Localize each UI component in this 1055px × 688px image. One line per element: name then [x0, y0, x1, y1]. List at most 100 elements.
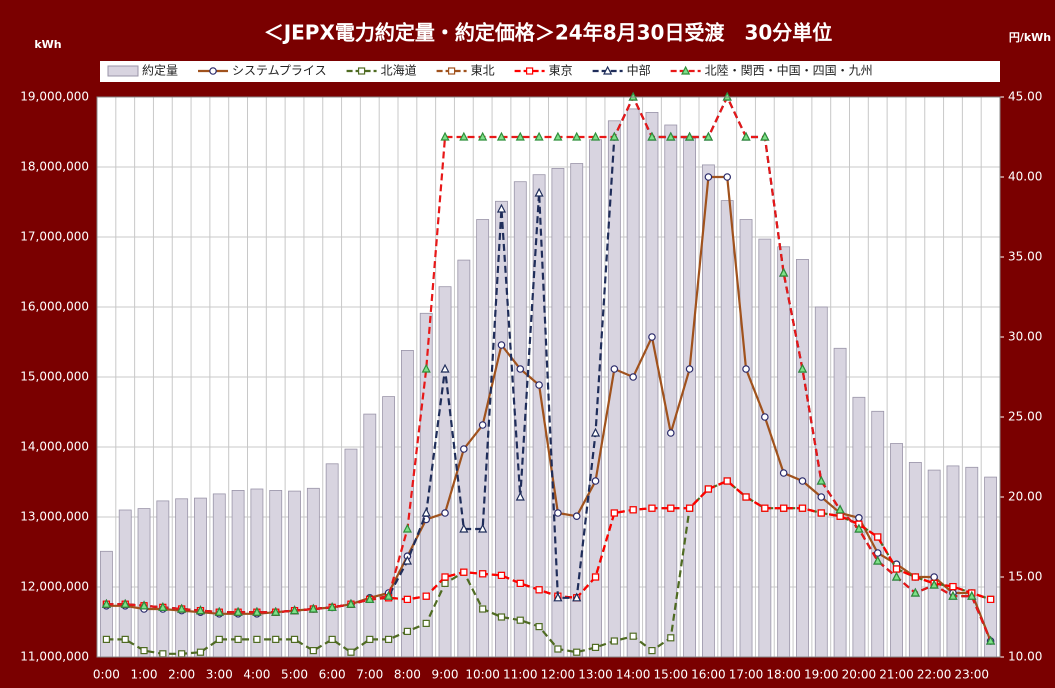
marker — [610, 365, 619, 373]
y-tick-label: 19,000,000 — [20, 90, 89, 104]
bar — [269, 489, 283, 658]
bar — [570, 163, 584, 658]
marker — [891, 571, 902, 581]
chart-title: ＜JEPX電力約定量・約定価格＞24年8月30日受渡 30分単位 — [264, 21, 833, 45]
marker — [967, 590, 977, 600]
marker — [723, 173, 732, 181]
marker — [629, 506, 637, 514]
marker — [779, 469, 788, 477]
bar — [156, 500, 170, 658]
marker — [447, 67, 456, 75]
marker — [178, 650, 186, 658]
marker — [496, 203, 507, 213]
marker — [253, 635, 261, 644]
marker — [497, 613, 506, 621]
bar — [664, 124, 678, 658]
marker — [347, 648, 355, 656]
x-tick-label: 20:00 — [842, 668, 877, 682]
y-tick-label: 15,000,000 — [20, 370, 89, 384]
y-tick-label: 16,000,000 — [20, 300, 89, 314]
marker — [591, 643, 600, 652]
marker — [460, 568, 468, 576]
marker — [986, 635, 996, 645]
x-tick-label: 6:00 — [319, 668, 346, 682]
marker — [327, 602, 337, 612]
marker — [704, 485, 713, 493]
x-tick-label: 23:00 — [954, 668, 989, 682]
marker — [797, 363, 808, 373]
x-tick-label: 22:00 — [917, 668, 952, 682]
x-tick-label: 0:00 — [93, 668, 120, 682]
marker — [357, 67, 366, 75]
marker — [835, 504, 845, 514]
marker — [421, 507, 431, 517]
marker — [836, 512, 844, 520]
marker — [854, 523, 864, 533]
marker — [761, 413, 769, 421]
marker — [497, 571, 506, 580]
marker — [591, 573, 600, 581]
marker — [855, 513, 863, 522]
bar — [739, 219, 753, 658]
marker — [309, 646, 317, 655]
marker — [403, 627, 412, 636]
x-tick-label: 18:00 — [766, 668, 801, 682]
marker — [516, 579, 524, 588]
bar — [927, 469, 941, 658]
legend-label: 約定量 — [142, 63, 178, 78]
marker — [402, 555, 412, 565]
legend-box — [100, 61, 1000, 82]
bar — [908, 461, 922, 658]
marker — [629, 632, 637, 640]
marker — [666, 131, 676, 141]
marker — [196, 648, 205, 656]
x-tick-label: 3:00 — [206, 668, 233, 682]
bar — [306, 487, 320, 658]
x-tick-label: 10:00 — [465, 668, 500, 682]
marker — [798, 504, 807, 512]
marker — [603, 65, 613, 75]
marker — [780, 504, 788, 512]
legend-label: システムプライス — [232, 64, 327, 78]
legend-swatch — [107, 65, 139, 77]
bar — [344, 448, 358, 658]
marker — [233, 606, 243, 616]
marker — [610, 509, 618, 517]
marker — [308, 603, 318, 613]
marker — [289, 605, 300, 615]
marker — [346, 598, 356, 608]
bar — [965, 466, 979, 658]
marker — [667, 634, 675, 642]
marker — [440, 131, 450, 141]
bar — [720, 200, 734, 658]
bar — [325, 463, 339, 658]
marker — [422, 619, 430, 628]
marker — [139, 600, 149, 610]
marker — [591, 477, 600, 485]
y2-tick-label: 20.00 — [1008, 490, 1042, 504]
marker — [817, 509, 825, 517]
marker — [761, 504, 769, 512]
marker — [873, 555, 883, 565]
y2-tick-label: 40.00 — [1008, 170, 1042, 184]
marker — [779, 267, 789, 277]
marker — [572, 131, 582, 141]
marker — [402, 523, 412, 533]
marker — [272, 635, 280, 644]
legend-label: 中部 — [627, 63, 651, 78]
marker — [101, 598, 111, 608]
x-tick-label: 13:00 — [578, 668, 613, 682]
marker — [742, 365, 750, 373]
marker — [817, 493, 826, 501]
marker — [609, 131, 619, 141]
marker — [478, 131, 488, 141]
bar — [212, 493, 226, 658]
bar — [231, 489, 245, 658]
marker — [629, 373, 637, 381]
y-tick-label: 12,000,000 — [20, 580, 89, 594]
legend-label: 北海道 — [381, 63, 417, 78]
marker — [120, 598, 130, 608]
marker — [703, 131, 713, 141]
bar — [796, 258, 809, 658]
marker — [760, 131, 770, 141]
